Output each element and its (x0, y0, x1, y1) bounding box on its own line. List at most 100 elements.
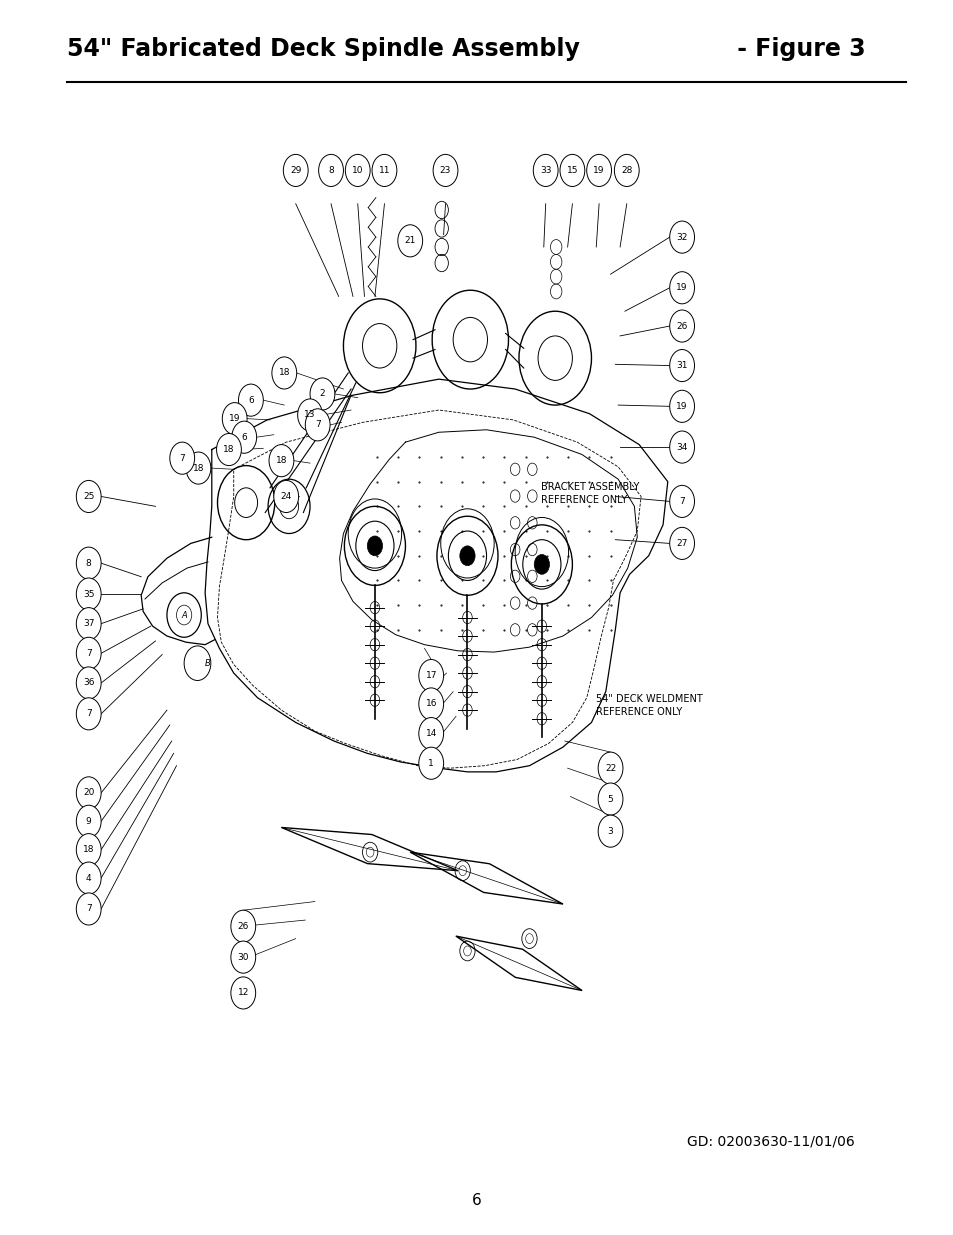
Text: 54" Fabricated Deck Spindle Assembly: 54" Fabricated Deck Spindle Assembly (67, 37, 579, 61)
Text: 17: 17 (425, 671, 436, 680)
Circle shape (614, 154, 639, 186)
Circle shape (76, 667, 101, 699)
Circle shape (397, 225, 422, 257)
Circle shape (186, 452, 211, 484)
Text: 7: 7 (314, 420, 320, 430)
Text: 23: 23 (439, 165, 451, 175)
Text: A: A (181, 610, 187, 620)
Circle shape (459, 546, 475, 566)
Circle shape (297, 399, 322, 431)
Text: 19: 19 (593, 165, 604, 175)
Circle shape (170, 442, 194, 474)
Circle shape (669, 527, 694, 559)
Text: 13: 13 (304, 410, 315, 420)
Text: 18: 18 (278, 368, 290, 378)
Circle shape (669, 310, 694, 342)
Text: 37: 37 (83, 619, 94, 629)
Text: 6: 6 (472, 1193, 481, 1208)
Circle shape (283, 154, 308, 186)
Text: 21: 21 (404, 236, 416, 246)
Text: 6: 6 (248, 395, 253, 405)
Text: 26: 26 (676, 321, 687, 331)
Circle shape (76, 698, 101, 730)
Circle shape (598, 752, 622, 784)
Circle shape (433, 154, 457, 186)
Circle shape (418, 718, 443, 750)
Text: 6: 6 (241, 432, 247, 442)
Text: 18: 18 (83, 845, 94, 855)
Text: 26: 26 (237, 921, 249, 931)
Text: 4: 4 (86, 873, 91, 883)
Circle shape (269, 445, 294, 477)
Text: BRACKET ASSEMBLY
REFERENCE ONLY: BRACKET ASSEMBLY REFERENCE ONLY (540, 482, 639, 505)
Text: 30: 30 (237, 952, 249, 962)
Circle shape (76, 547, 101, 579)
Circle shape (76, 637, 101, 669)
Circle shape (345, 154, 370, 186)
Text: 9: 9 (86, 816, 91, 826)
Circle shape (76, 893, 101, 925)
Circle shape (669, 485, 694, 517)
Circle shape (232, 421, 256, 453)
Text: 31: 31 (676, 361, 687, 370)
Text: 10: 10 (352, 165, 363, 175)
Text: 18: 18 (275, 456, 287, 466)
Text: 7: 7 (86, 648, 91, 658)
Circle shape (216, 433, 241, 466)
Circle shape (222, 403, 247, 435)
Circle shape (76, 862, 101, 894)
Circle shape (669, 390, 694, 422)
Text: 36: 36 (83, 678, 94, 688)
Circle shape (76, 805, 101, 837)
Text: 19: 19 (676, 283, 687, 293)
Text: 7: 7 (179, 453, 185, 463)
Text: 35: 35 (83, 589, 94, 599)
Text: 18: 18 (223, 445, 234, 454)
Text: 27: 27 (676, 538, 687, 548)
Circle shape (533, 154, 558, 186)
Text: 8: 8 (328, 165, 334, 175)
Text: GD: 02003630-11/01/06: GD: 02003630-11/01/06 (686, 1135, 854, 1149)
Circle shape (274, 480, 298, 513)
Circle shape (559, 154, 584, 186)
Circle shape (367, 536, 382, 556)
Text: 11: 11 (378, 165, 390, 175)
Circle shape (669, 431, 694, 463)
Circle shape (76, 834, 101, 866)
Circle shape (305, 409, 330, 441)
Text: 3: 3 (607, 826, 613, 836)
Circle shape (231, 910, 255, 942)
Circle shape (231, 977, 255, 1009)
Text: 7: 7 (86, 709, 91, 719)
Text: 16: 16 (425, 699, 436, 709)
Text: 19: 19 (229, 414, 240, 424)
Text: 22: 22 (604, 763, 616, 773)
Circle shape (76, 480, 101, 513)
Text: 15: 15 (566, 165, 578, 175)
Text: 1: 1 (428, 758, 434, 768)
Text: 29: 29 (290, 165, 301, 175)
Text: 12: 12 (237, 988, 249, 998)
Text: 5: 5 (607, 794, 613, 804)
Text: 54" DECK WELDMENT
REFERENCE ONLY: 54" DECK WELDMENT REFERENCE ONLY (596, 694, 702, 718)
Text: 14: 14 (425, 729, 436, 739)
Circle shape (418, 747, 443, 779)
Text: 7: 7 (679, 496, 684, 506)
Text: 34: 34 (676, 442, 687, 452)
Circle shape (586, 154, 611, 186)
Text: 8: 8 (86, 558, 91, 568)
Circle shape (272, 357, 296, 389)
Text: 2: 2 (319, 389, 325, 399)
Circle shape (238, 384, 263, 416)
Circle shape (310, 378, 335, 410)
Text: B: B (205, 658, 211, 668)
Text: 19: 19 (676, 401, 687, 411)
Circle shape (418, 659, 443, 692)
Circle shape (669, 350, 694, 382)
Text: 32: 32 (676, 232, 687, 242)
Circle shape (372, 154, 396, 186)
Text: 33: 33 (539, 165, 551, 175)
Circle shape (418, 688, 443, 720)
Text: 28: 28 (620, 165, 632, 175)
Circle shape (231, 941, 255, 973)
